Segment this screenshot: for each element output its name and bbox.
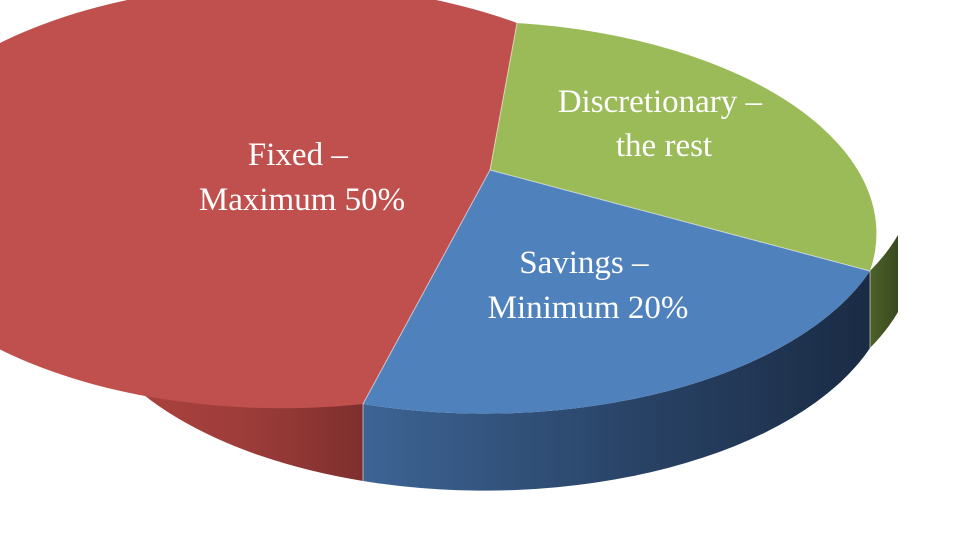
slice-fixed [0, 0, 517, 409]
slice-savings-side [363, 271, 870, 491]
slice-label-discretionary: Discretionary – the rest [558, 84, 771, 164]
slice-savings [363, 170, 870, 414]
slice-fixed-side [82, 235, 363, 481]
slice-discretionary [490, 23, 877, 271]
slice-separators [362, 22, 871, 481]
slice-label-fixed: Fixed – Maximum 50% [199, 137, 405, 218]
slice-label-savings: Savings – Minimum 20% [488, 245, 689, 326]
slice-discretionary-side [870, 235, 898, 348]
